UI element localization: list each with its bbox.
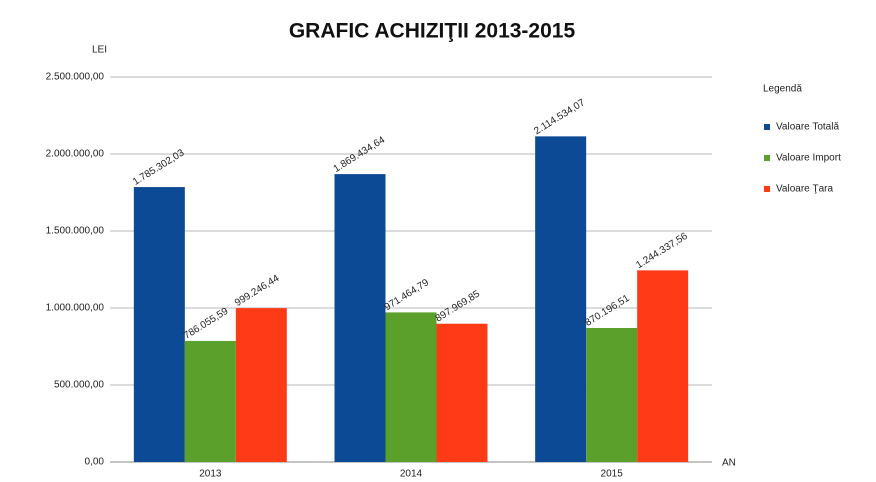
y-tick-label: 2.000.000,00 xyxy=(46,149,105,160)
legend-swatch xyxy=(764,155,770,161)
y-tick-label: 2.500.000,00 xyxy=(46,72,105,83)
bar xyxy=(184,340,236,462)
data-label: 1.869.434,64 xyxy=(332,134,388,175)
chart-title: GRAFIC ACHIZIŢII 2013-2015 xyxy=(289,20,576,43)
bar xyxy=(436,323,488,462)
bar xyxy=(586,327,638,462)
legend-swatch xyxy=(764,124,770,130)
legend-label: Valoare Totală xyxy=(776,122,839,133)
data-label: 999.246,44 xyxy=(233,273,282,309)
bar xyxy=(535,136,587,462)
data-label: 2.114.534,07 xyxy=(532,97,587,137)
bar xyxy=(637,270,689,462)
y-axis-label: LEI xyxy=(92,45,107,56)
x-axis-label: AN xyxy=(722,458,736,469)
legend-label: Valoare Import xyxy=(776,153,841,164)
bar xyxy=(334,174,386,463)
y-tick-label: 0,00 xyxy=(85,457,105,468)
x-tick-label: 2013 xyxy=(199,469,222,480)
data-label: 1.785.302,03 xyxy=(131,147,187,188)
data-label: 870.196,51 xyxy=(583,293,632,329)
legend-label: Valoare Ţara xyxy=(776,184,834,195)
data-label: 897.969,85 xyxy=(434,288,483,324)
y-tick-label: 500.000,00 xyxy=(54,380,104,391)
data-label: 786.055,59 xyxy=(182,306,231,342)
x-tick-label: 2014 xyxy=(400,469,423,480)
legend-title: Legendă xyxy=(763,84,802,95)
data-label: 1.244.337,56 xyxy=(634,231,690,272)
legend-swatch xyxy=(764,186,770,192)
x-tick-label: 2015 xyxy=(601,469,624,480)
y-tick-label: 1.000.000,00 xyxy=(46,303,105,314)
y-tick-label: 1.500.000,00 xyxy=(46,226,105,237)
bar xyxy=(385,312,437,462)
bar xyxy=(235,308,287,462)
bar xyxy=(133,187,185,463)
